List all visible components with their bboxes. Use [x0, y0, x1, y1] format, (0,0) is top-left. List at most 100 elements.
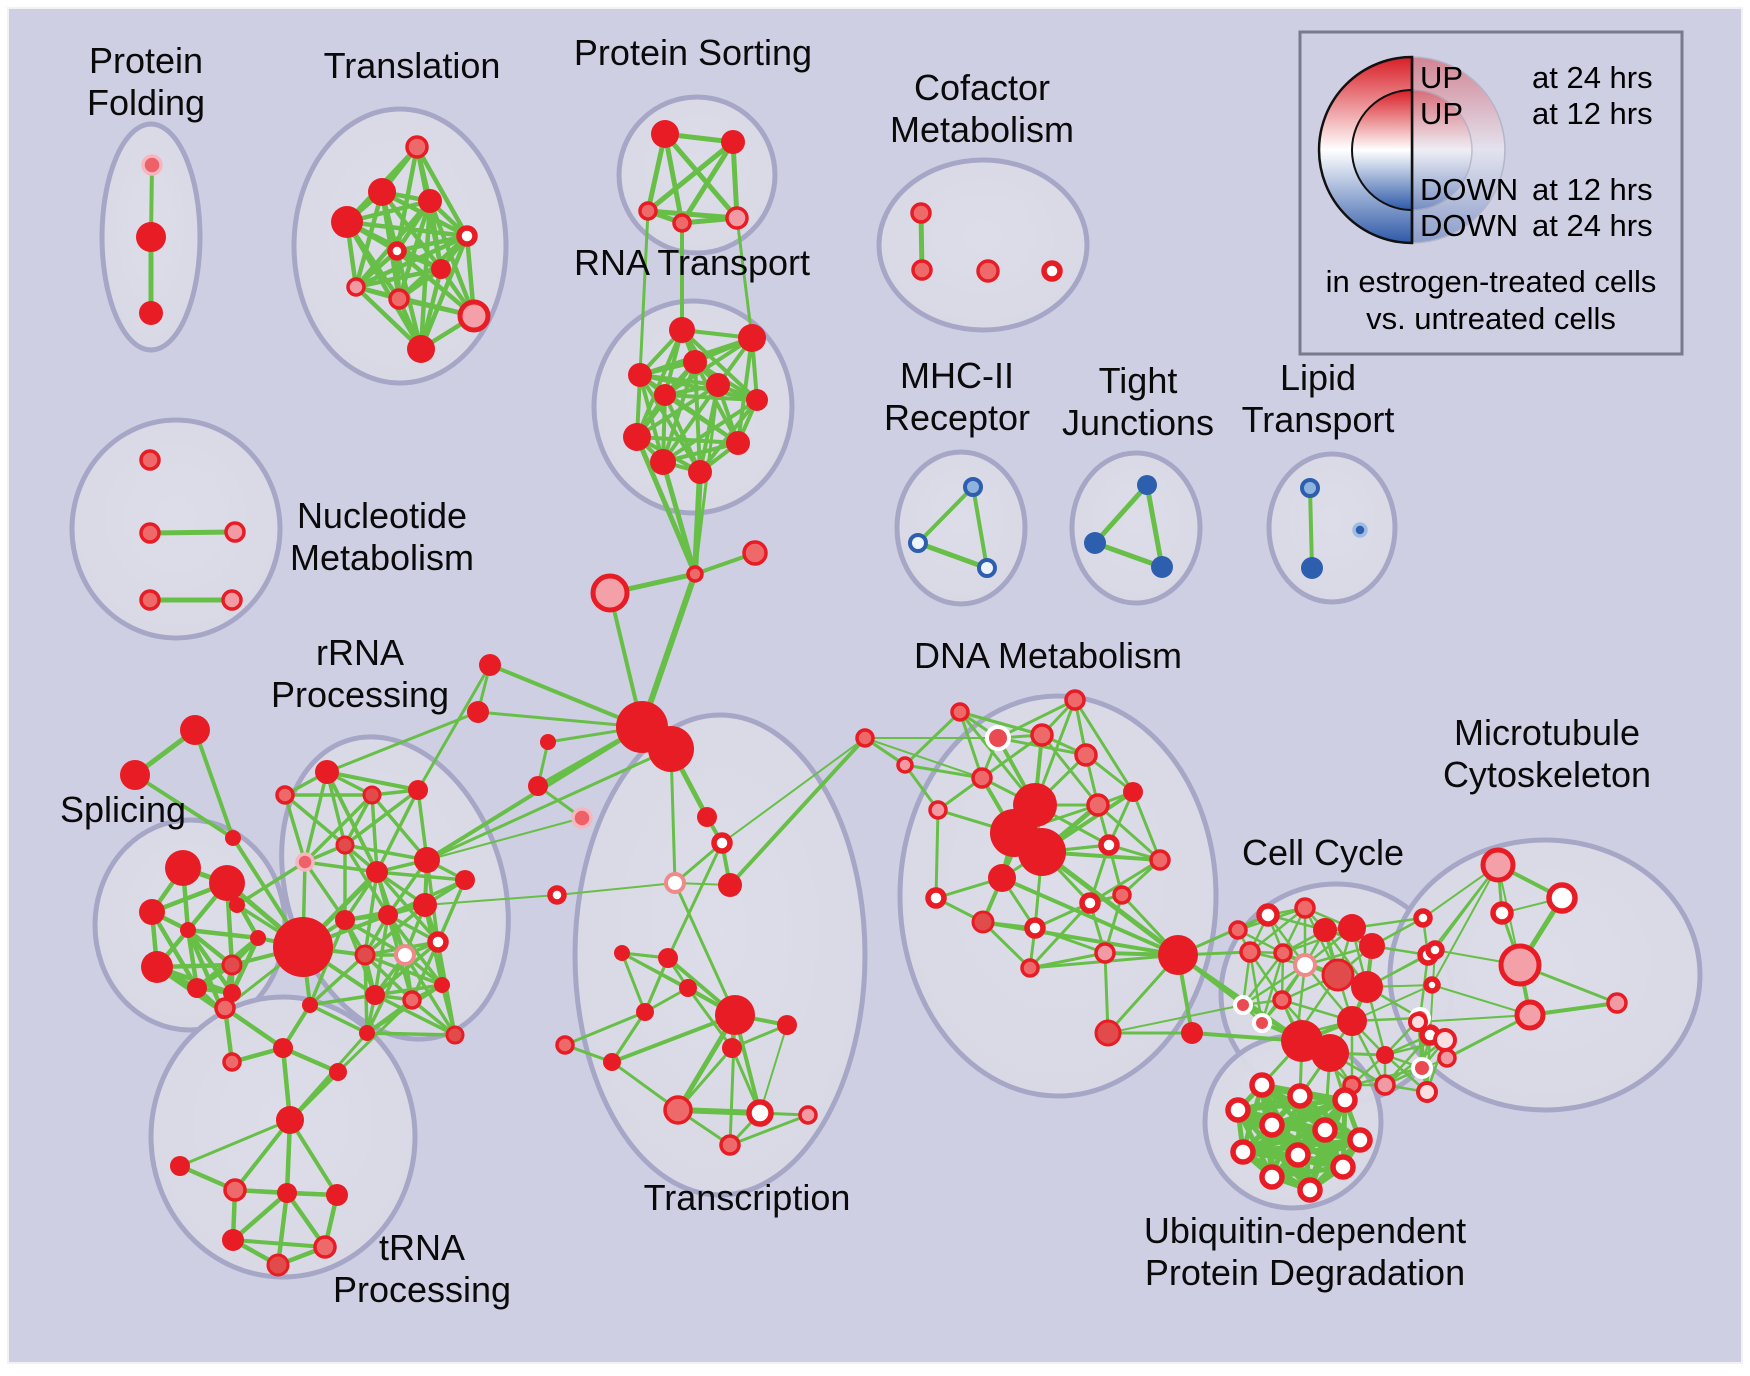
edge-microtubule — [1417, 1014, 1531, 1023]
gene-node-solid — [120, 760, 150, 790]
gene-node-solid — [359, 1025, 375, 1041]
cluster-label-nucleotide: Metabolism — [290, 537, 474, 578]
edge-microtubule — [1445, 1013, 1532, 1060]
edge-tight — [1092, 482, 1150, 546]
legend: UP at 24 hrs UP at 12 hrs DOWN at 12 hrs DOWN a… — [1298, 30, 1684, 356]
gene-node-solid — [654, 384, 676, 406]
edge-rrna — [373, 940, 440, 997]
gene-node-softdark — [354, 944, 376, 966]
edge-link-connectors-rrna — [416, 663, 492, 792]
edge-protein_sorting — [645, 208, 740, 221]
edge-rrna — [370, 793, 379, 874]
edge-rna_transport — [635, 328, 684, 439]
cluster-ellipse-lipid — [1266, 451, 1398, 605]
gene-node-soft — [1228, 920, 1248, 940]
gene-node-ring — [1259, 1164, 1285, 1190]
cluster-label-cofactor: Metabolism — [890, 109, 1074, 150]
edge-rrna — [303, 770, 329, 864]
gene-node-ring — [746, 1099, 774, 1127]
gene-node-solid — [366, 861, 388, 883]
gene-node-ring — [711, 832, 733, 854]
edge-dna — [958, 710, 984, 780]
gene-node-soft — [1074, 743, 1098, 767]
cluster-label-ubiquitin: Ubiquitin-dependent — [1144, 1210, 1466, 1251]
edge-dna — [981, 920, 1180, 957]
edge-rrna — [325, 770, 347, 847]
edge-link-connectors-dna — [721, 737, 866, 844]
edge-rna_transport — [661, 398, 759, 464]
gene-node-soft — [686, 565, 704, 583]
gene-node-bluehalo — [1352, 522, 1368, 538]
edge-rrna — [373, 983, 444, 997]
edge-trna — [288, 1118, 339, 1197]
gene-node-solid — [648, 726, 694, 772]
gene-node-soft — [672, 213, 692, 233]
gene-node-softdark — [1321, 958, 1355, 992]
edge-trna — [230, 1190, 290, 1243]
edge-translation — [353, 189, 385, 290]
edge-translation — [353, 284, 424, 352]
edge-satellite — [193, 728, 235, 840]
cluster-label-cellcycle: Cell Cycle — [1242, 832, 1404, 873]
edge-link-connectors-dna — [728, 736, 867, 887]
gene-node-soft — [1273, 943, 1293, 963]
gene-node-soft — [976, 259, 1000, 283]
gene-node-softlight — [725, 206, 749, 230]
gene-node-solid — [738, 324, 766, 352]
cluster-label-mhc: Receptor — [884, 397, 1030, 438]
edge-cellcycle — [1248, 906, 1307, 954]
gene-node-soft — [911, 259, 933, 281]
edge-transcription — [620, 951, 737, 1017]
cluster-ellipse-mhc — [894, 449, 1028, 607]
cluster-label-rrna: rRNA — [316, 632, 404, 673]
gene-node-solid — [250, 930, 266, 946]
edge-dna — [980, 733, 1044, 780]
gene-node-ring — [1423, 976, 1441, 994]
gene-node-blue — [1301, 557, 1323, 579]
gene-node-halo — [1233, 995, 1253, 1015]
gene-node-solid — [988, 864, 1016, 892]
gene-node-pinkring — [1293, 953, 1317, 977]
edge-transcription — [759, 1024, 788, 1114]
gene-node-solid — [139, 899, 165, 925]
edge-protein_sorting — [662, 131, 685, 226]
gene-node-solid — [658, 948, 678, 968]
edge-rna_transport — [635, 383, 720, 439]
edge-link-protein_sorting-rna_transport — [735, 216, 754, 340]
edge-transcription — [729, 1114, 809, 1146]
gene-node-softdark — [221, 954, 243, 976]
gene-node-solid — [407, 335, 435, 363]
gene-node-softdark — [971, 910, 995, 934]
edge-microtubule — [1431, 984, 1531, 1016]
network-nodes — [120, 120, 1628, 1277]
gene-node-solid — [455, 870, 475, 890]
edge-translation — [344, 219, 424, 352]
gene-node-bluering — [908, 533, 928, 553]
edge-splicing — [185, 927, 235, 996]
gene-node-blue — [1084, 532, 1106, 554]
gene-node-ring — [1425, 940, 1445, 960]
edge-tight — [1092, 540, 1165, 570]
edge-rrna — [403, 953, 457, 1037]
gene-node-solid — [180, 922, 196, 938]
edge-mhc — [916, 485, 975, 545]
edge-protein_sorting — [662, 131, 740, 221]
gene-node-softbig — [1480, 847, 1516, 883]
gene-node-ring — [1347, 1127, 1373, 1153]
gene-node-softlight — [346, 277, 366, 297]
gene-node-soft — [402, 990, 422, 1010]
gene-node-solid — [223, 984, 241, 1002]
cluster-label-transcription: Transcription — [644, 1177, 851, 1218]
edge-connectors — [476, 710, 644, 729]
gene-node-softdark — [362, 785, 382, 805]
gene-node-solid — [722, 1038, 742, 1058]
edge-mhc — [971, 485, 989, 570]
gene-node-blueringlt — [963, 477, 983, 497]
gene-node-solid — [335, 910, 355, 930]
gene-node-soft — [663, 1095, 693, 1125]
edge-splicing — [185, 927, 261, 941]
edge-rrna — [308, 1003, 369, 1035]
cluster-label-protein_folding: Folding — [87, 82, 205, 123]
